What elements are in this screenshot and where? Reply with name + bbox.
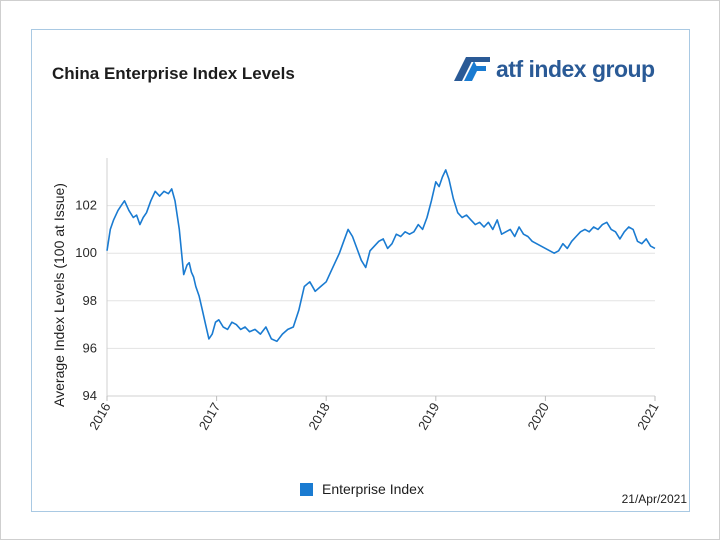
y-tick-label: 94	[83, 388, 97, 403]
y-tick-label: 100	[75, 245, 97, 260]
brand-logo: atf index group	[452, 52, 655, 86]
y-tick-label: 96	[83, 340, 97, 355]
date-stamp: 21/Apr/2021	[621, 492, 687, 506]
x-tick-label: 2018	[305, 400, 332, 433]
x-tick-label: 2019	[415, 400, 442, 433]
x-tick-label: 2020	[525, 400, 552, 433]
y-tick-label: 102	[75, 198, 97, 213]
x-tick-label: 2021	[634, 400, 661, 433]
y-axis-title: Average Index Levels (100 at Issue)	[51, 183, 67, 407]
series-line-enterprise-index	[106, 169, 656, 343]
y-tick-label: 98	[83, 293, 97, 308]
logo-text: atf index group	[496, 56, 655, 82]
legend-swatch	[300, 482, 313, 496]
x-tick-label: 2017	[196, 400, 223, 433]
legend-label: Enterprise Index	[322, 481, 424, 497]
atf-logo-icon	[454, 57, 490, 81]
chart-card	[31, 29, 690, 512]
x-tick-label: 2016	[86, 400, 113, 433]
chart-legend: Enterprise Index	[300, 481, 424, 497]
chart-title: China Enterprise Index Levels	[52, 64, 295, 83]
